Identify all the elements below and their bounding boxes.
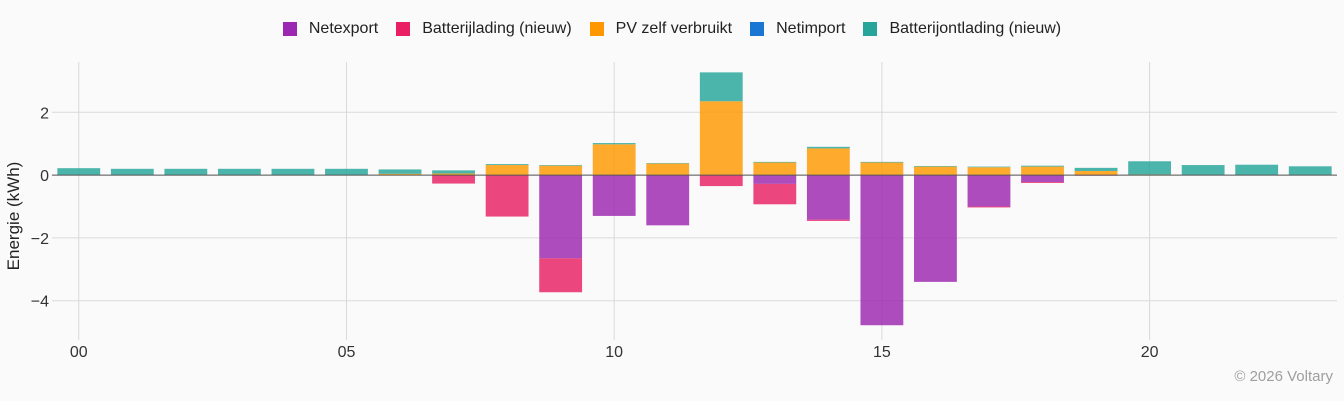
bar-netexport-14 <box>806 175 850 220</box>
bar-batterijlading-nieuw-8 <box>485 175 529 217</box>
bar-pv-zelf-verbruikt-8 <box>485 165 529 176</box>
bar-batterijontlading-nieuw-18 <box>1021 165 1064 167</box>
bar-batterijontlading-nieuw-15 <box>860 161 904 163</box>
x-tick-label: 10 <box>605 344 623 361</box>
bar-batterijlading-nieuw-18 <box>1021 181 1064 183</box>
bar-batterijontlading-nieuw-21 <box>1181 165 1225 176</box>
bar-pv-zelf-verbruikt-10 <box>592 144 636 176</box>
bar-netexport-16 <box>914 175 957 282</box>
y-tick-label: −4 <box>31 294 49 311</box>
bar-batterijontlading-nieuw-12 <box>699 72 743 102</box>
legend-swatch <box>589 22 604 36</box>
x-tick-label: 15 <box>873 344 891 361</box>
bar-batterijontlading-nieuw-19 <box>1074 167 1118 172</box>
legend-swatch <box>750 22 765 36</box>
bar-batterijontlading-nieuw-7 <box>432 170 475 174</box>
bar-netexport-13 <box>753 175 797 184</box>
y-tick-label: 0 <box>40 168 49 185</box>
bar-batterijontlading-nieuw-0 <box>57 168 101 176</box>
bar-batterijontlading-nieuw-17 <box>967 166 1011 168</box>
bar-netexport-11 <box>646 175 690 226</box>
bar-pv-zelf-verbruikt-6 <box>378 173 422 176</box>
legend-label: Batterijlading (nieuw) <box>422 20 572 37</box>
bar-pv-zelf-verbruikt-13 <box>753 162 797 176</box>
legend-swatch <box>282 22 297 36</box>
chart-legend: Netexport Batterijlading (nieuw) PV zelf v… <box>0 17 1344 41</box>
bar-batterijontlading-nieuw-20 <box>1128 161 1172 175</box>
legend-item-netexport[interactable]: Netexport <box>282 20 379 38</box>
legend-item-batterijontlading-nieuw[interactable]: Batterijontlading (nieuw) <box>863 20 1061 38</box>
x-tick-label: 05 <box>338 344 356 361</box>
bar-batterijontlading-nieuw-16 <box>914 165 957 167</box>
y-tick-label: 2 <box>40 105 49 122</box>
legend-swatch <box>863 22 878 36</box>
bar-batterijontlading-nieuw-4 <box>271 168 315 176</box>
x-tick-label: 20 <box>1141 344 1159 361</box>
bar-pv-zelf-verbruikt-11 <box>646 163 690 176</box>
legend-label: PV zelf verbruikt <box>615 20 733 37</box>
bar-netexport-9 <box>539 175 583 259</box>
bar-pv-zelf-verbruikt-17 <box>967 167 1011 176</box>
bar-batterijlading-nieuw-7 <box>432 175 475 184</box>
bar-pv-zelf-verbruikt-19 <box>1074 171 1118 176</box>
bar-pv-zelf-verbruikt-14 <box>806 148 850 176</box>
bar-pv-zelf-verbruikt-18 <box>1021 166 1064 176</box>
legend-label: Batterijontlading (nieuw) <box>889 20 1062 37</box>
bar-batterijontlading-nieuw-1 <box>110 168 154 176</box>
legend-swatch <box>396 22 411 36</box>
legend-label: Netexport <box>308 20 379 37</box>
bar-batterijlading-nieuw-12 <box>699 175 743 187</box>
bar-batterijontlading-nieuw-11 <box>646 163 690 164</box>
bar-batterijontlading-nieuw-3 <box>217 168 261 176</box>
bar-batterijontlading-nieuw-2 <box>164 168 208 176</box>
bar-pv-zelf-verbruikt-16 <box>914 166 957 176</box>
y-axis-label: Energie (kWh) <box>4 162 23 271</box>
bar-pv-zelf-verbruikt-7 <box>432 173 475 176</box>
bar-batterijlading-nieuw-14 <box>806 219 850 221</box>
bar-batterijlading-nieuw-13 <box>753 183 797 205</box>
y-tick-label: −2 <box>31 231 49 248</box>
copyright-watermark: © 2026 Voltary <box>1234 368 1333 385</box>
legend-item-pv-zelf-verbruikt[interactable]: PV zelf verbruikt <box>589 20 733 38</box>
bar-batterijontlading-nieuw-8 <box>485 164 529 166</box>
bar-batterijontlading-nieuw-9 <box>539 165 583 166</box>
bar-batterijontlading-nieuw-22 <box>1235 164 1279 176</box>
bar-netexport-18 <box>1021 175 1064 182</box>
bar-batterijontlading-nieuw-23 <box>1288 166 1332 176</box>
legend-item-batterijlading-nieuw[interactable]: Batterijlading (nieuw) <box>396 20 572 38</box>
bar-batterijlading-nieuw-9 <box>539 258 583 293</box>
bar-batterijontlading-nieuw-14 <box>806 146 850 149</box>
bar-netexport-15 <box>860 175 904 326</box>
bar-batterijontlading-nieuw-10 <box>592 143 636 145</box>
bar-batterijontlading-nieuw-5 <box>325 168 368 176</box>
bar-netexport-10 <box>592 175 636 216</box>
bar-batterijlading-nieuw-17 <box>967 206 1011 208</box>
x-tick-label: 00 <box>70 344 88 361</box>
bar-batterijontlading-nieuw-13 <box>753 161 797 163</box>
bar-pv-zelf-verbruikt-15 <box>860 162 904 176</box>
bar-batterijontlading-nieuw-6 <box>378 169 422 174</box>
legend-item-netimport[interactable]: Netimport <box>750 20 845 38</box>
bar-pv-zelf-verbruikt-12 <box>699 101 743 176</box>
bar-netexport-17 <box>967 175 1011 207</box>
legend-label: Netimport <box>776 20 846 37</box>
bar-pv-zelf-verbruikt-9 <box>539 165 583 176</box>
